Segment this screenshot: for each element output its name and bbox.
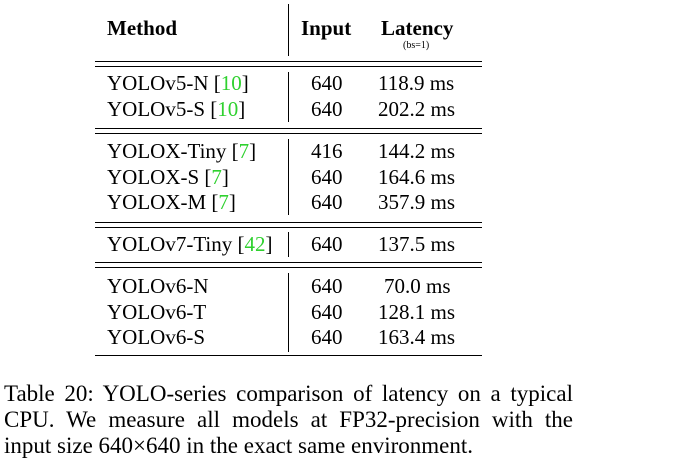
row-method: YOLOv6-T: [107, 300, 207, 324]
table-caption: Table 20: YOLO-series comparison of late…: [4, 381, 573, 459]
rule: [95, 128, 482, 129]
caption-line: Table 20: YOLO-series comparison of late…: [4, 381, 573, 406]
citation: 10: [217, 97, 239, 121]
bottom-rule: [95, 355, 482, 356]
row-input: 416: [311, 139, 343, 163]
row-latency: 137.5 ms: [378, 232, 456, 256]
row-latency: 70.0 ms: [384, 274, 451, 298]
citation: 10: [220, 71, 242, 95]
latency-comparison-table: Method Input Latency (bs=1) YOLOv5-N [10…: [95, 4, 482, 356]
header-latency: Latency: [381, 16, 454, 40]
rule: [95, 267, 482, 268]
row-input: 640: [311, 71, 343, 95]
row-method: YOLOX-S [7]: [107, 165, 229, 189]
row-method: YOLOv5-S [10]: [107, 97, 246, 121]
rule: [95, 222, 482, 223]
row-method: YOLOX-Tiny [7]: [107, 139, 257, 163]
header-latency-note: (bs=1): [403, 40, 430, 51]
column-divider: [288, 72, 289, 122]
citation: 7: [238, 139, 250, 163]
rule: [95, 133, 482, 134]
citation: 7: [211, 165, 222, 189]
column-divider: [288, 232, 289, 257]
row-input: 640: [311, 165, 343, 189]
row-input: 640: [311, 232, 343, 256]
row-input: 640: [311, 97, 343, 121]
caption-line: CPU. We measure all models at FP32-preci…: [4, 407, 573, 432]
row-latency: 118.9 ms: [378, 71, 455, 95]
row-input: 640: [311, 274, 343, 298]
rule: [95, 66, 482, 67]
rule: [95, 262, 482, 263]
column-divider: [288, 139, 289, 215]
header-input: Input: [301, 16, 352, 40]
row-latency: 164.6 ms: [378, 165, 456, 189]
header-method: Method: [107, 16, 177, 40]
row-method: YOLOv7-Tiny [42]: [107, 232, 273, 256]
row-method: YOLOv6-N: [107, 274, 209, 298]
row-latency: 357.9 ms: [378, 190, 456, 214]
row-method: YOLOv6-S: [107, 325, 205, 349]
row-latency: 202.2 ms: [378, 97, 456, 121]
citation: 42: [244, 232, 266, 256]
citation: 7: [218, 190, 229, 214]
row-method: YOLOv5-N [10]: [107, 71, 249, 95]
row-input: 640: [311, 300, 343, 324]
header-divider: [288, 4, 289, 56]
row-input: 640: [311, 190, 343, 214]
column-divider: [288, 273, 289, 352]
row-latency: 144.2 ms: [378, 139, 456, 163]
row-latency: 163.4 ms: [378, 325, 456, 349]
row-input: 640: [311, 325, 343, 349]
row-latency: 128.1 ms: [378, 300, 456, 324]
rule: [95, 227, 482, 228]
caption-line: input size 640×640 in the exact same env…: [4, 433, 474, 458]
row-method: YOLOX-M [7]: [107, 190, 236, 214]
rule: [95, 61, 482, 62]
